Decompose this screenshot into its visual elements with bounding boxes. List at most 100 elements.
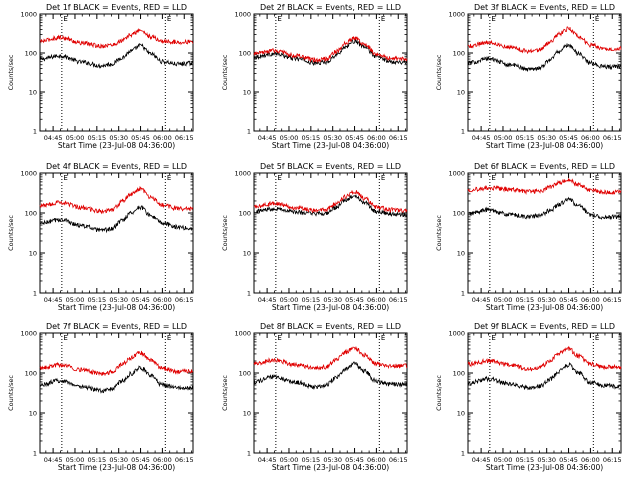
x-tick-label: 06:15 bbox=[603, 296, 622, 304]
events-series-line bbox=[253, 194, 408, 218]
lld-series-line bbox=[467, 26, 622, 55]
x-tick-label: 05:15 bbox=[87, 456, 106, 464]
events-series-line bbox=[467, 196, 622, 221]
x-tick-label: 05:15 bbox=[301, 134, 320, 142]
y-tick-label: 100 bbox=[453, 49, 465, 57]
x-tick-label: 05:15 bbox=[515, 296, 534, 304]
y-tick-label: 1 bbox=[247, 127, 251, 135]
x-tick-label: 05:00 bbox=[280, 134, 299, 142]
x-tick-label: 04:45 bbox=[44, 134, 63, 142]
x-tick-label: 06:00 bbox=[581, 134, 600, 142]
x-tick-label: 05:30 bbox=[323, 456, 342, 464]
lld-series-line bbox=[39, 186, 194, 215]
plot-frame bbox=[39, 332, 194, 454]
events-series-line bbox=[467, 43, 622, 72]
x-tick-label: 06:00 bbox=[581, 456, 600, 464]
x-tick-label: 05:00 bbox=[494, 456, 513, 464]
event-marker-label: E bbox=[63, 15, 67, 23]
x-tick-label: 05:15 bbox=[87, 296, 106, 304]
y-tick-label: 1 bbox=[33, 449, 37, 457]
y-axis-label: Counts/sec bbox=[221, 54, 229, 90]
event-marker-label: E bbox=[63, 174, 67, 182]
y-axis-label: Counts/sec bbox=[435, 54, 443, 90]
x-tick-label: 05:30 bbox=[537, 134, 556, 142]
y-axis-label: Counts/sec bbox=[7, 54, 15, 90]
y-tick-label: 100 bbox=[25, 49, 37, 57]
event-marker-label: E bbox=[167, 15, 171, 23]
x-tick-label: 05:00 bbox=[280, 296, 299, 304]
x-tick-label: 05:45 bbox=[345, 134, 364, 142]
lld-series-line bbox=[39, 350, 194, 376]
x-axis-label: Start Time (23-Jul-08 04:36:00) bbox=[58, 303, 175, 312]
chart-title: Det 9f BLACK = Events, RED = LLD bbox=[474, 322, 615, 331]
x-tick-label: 05:15 bbox=[87, 134, 106, 142]
x-tick-label: 05:45 bbox=[131, 134, 150, 142]
y-tick-label: 1000 bbox=[234, 10, 251, 18]
x-tick-label: 05:30 bbox=[109, 456, 128, 464]
chart-title: Det 7f BLACK = Events, RED = LLD bbox=[46, 322, 187, 331]
x-axis-label: Start Time (23-Jul-08 04:36:00) bbox=[272, 463, 389, 472]
x-tick-label: 04:45 bbox=[472, 134, 491, 142]
x-tick-label: 05:00 bbox=[66, 296, 85, 304]
x-tick-label: 05:30 bbox=[323, 296, 342, 304]
y-tick-label: 10 bbox=[457, 249, 465, 257]
x-tick-label: 06:15 bbox=[389, 296, 408, 304]
x-tick-label: 05:45 bbox=[345, 456, 364, 464]
event-marker-label: E bbox=[595, 174, 599, 182]
event-marker-label: E bbox=[277, 15, 281, 23]
chart-panel-8: Det 8f BLACK = Events, RED = LLD 1 10 100 10… bbox=[221, 322, 408, 472]
x-tick-label: 05:15 bbox=[515, 134, 534, 142]
x-tick-label: 06:15 bbox=[389, 134, 408, 142]
x-tick-label: 05:15 bbox=[301, 456, 320, 464]
y-tick-label: 10 bbox=[243, 409, 251, 417]
chart-title: Det 4f BLACK = Events, RED = LLD bbox=[46, 162, 187, 171]
x-axis-label: Start Time (23-Jul-08 04:36:00) bbox=[272, 303, 389, 312]
chart-title: Det 1f BLACK = Events, RED = LLD bbox=[46, 3, 187, 12]
event-marker-label: E bbox=[167, 334, 171, 342]
x-tick-label: 05:00 bbox=[66, 456, 85, 464]
chart-panel-7: Det 7f BLACK = Events, RED = LLD 1 10 100 10… bbox=[7, 322, 194, 472]
y-axis-label: Counts/sec bbox=[435, 215, 443, 251]
y-tick-label: 100 bbox=[239, 369, 251, 377]
lld-series-line bbox=[253, 190, 408, 214]
event-marker-label: E bbox=[595, 15, 599, 23]
x-tick-label: 06:00 bbox=[153, 134, 172, 142]
y-tick-label: 10 bbox=[243, 249, 251, 257]
y-tick-label: 1 bbox=[461, 449, 465, 457]
x-axis-label: Start Time (23-Jul-08 04:36:00) bbox=[486, 463, 603, 472]
y-tick-label: 1000 bbox=[20, 329, 37, 337]
y-axis-label: Counts/sec bbox=[221, 215, 229, 251]
x-tick-label: 05:00 bbox=[66, 134, 85, 142]
y-tick-label: 1000 bbox=[448, 329, 465, 337]
y-tick-label: 1 bbox=[461, 127, 465, 135]
x-tick-label: 05:45 bbox=[559, 296, 578, 304]
y-tick-label: 1000 bbox=[234, 329, 251, 337]
chart-title: Det 2f BLACK = Events, RED = LLD bbox=[260, 3, 401, 12]
y-tick-label: 100 bbox=[453, 369, 465, 377]
x-tick-label: 04:45 bbox=[472, 296, 491, 304]
y-tick-label: 100 bbox=[239, 49, 251, 57]
y-axis-label: Counts/sec bbox=[7, 375, 15, 411]
x-tick-label: 05:30 bbox=[109, 134, 128, 142]
y-axis-label: Counts/sec bbox=[7, 215, 15, 251]
y-tick-label: 1 bbox=[33, 127, 37, 135]
x-tick-label: 05:45 bbox=[559, 134, 578, 142]
x-axis-label: Start Time (23-Jul-08 04:36:00) bbox=[486, 141, 603, 150]
y-tick-label: 1 bbox=[33, 289, 37, 297]
events-series-line bbox=[39, 205, 194, 234]
chart-title: Det 8f BLACK = Events, RED = LLD bbox=[260, 322, 401, 331]
event-marker-label: E bbox=[381, 15, 385, 23]
x-tick-label: 04:45 bbox=[44, 296, 63, 304]
x-tick-label: 05:45 bbox=[131, 456, 150, 464]
lld-series-line bbox=[253, 346, 408, 371]
event-marker-label: E bbox=[381, 174, 385, 182]
plot-frame bbox=[39, 172, 194, 294]
event-marker-label: E bbox=[595, 334, 599, 342]
plot-frame bbox=[467, 172, 622, 294]
plot-frame bbox=[253, 332, 408, 454]
y-tick-label: 10 bbox=[29, 88, 37, 96]
x-tick-label: 06:15 bbox=[389, 456, 408, 464]
y-tick-label: 10 bbox=[29, 409, 37, 417]
